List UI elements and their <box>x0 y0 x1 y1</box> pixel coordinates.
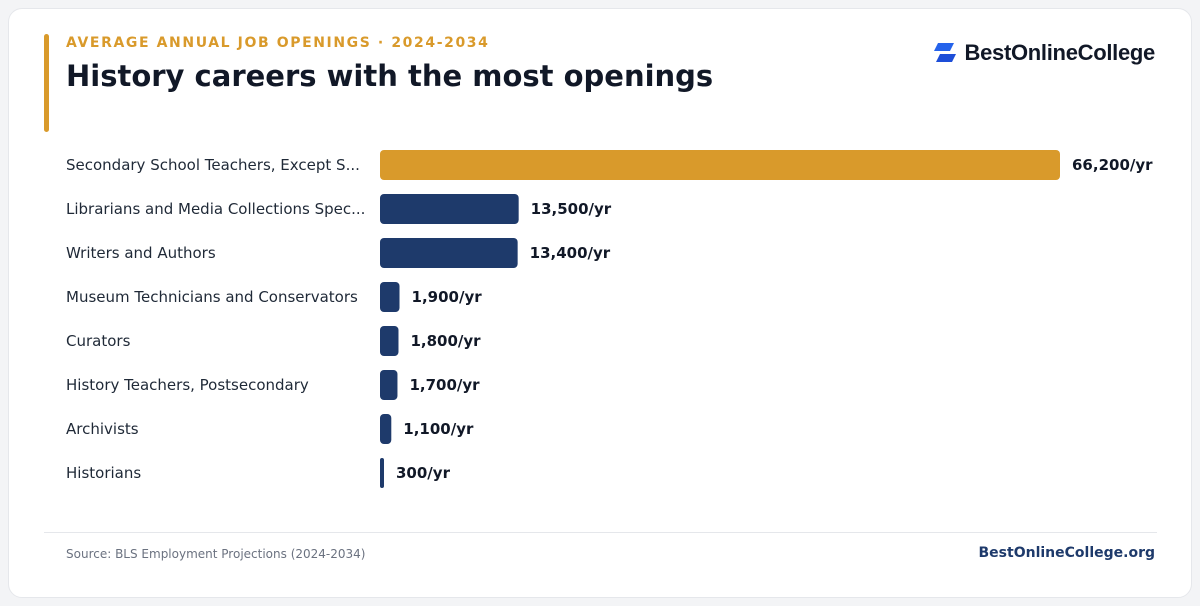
category-label: Museum Technicians and Conservators <box>66 288 358 306</box>
brand-logo-text: BestOnlineCollege <box>964 40 1156 65</box>
category-label: Curators <box>66 332 131 350</box>
value-label: 13,500/yr <box>531 200 612 218</box>
source-note: Source: BLS Employment Projections (2024… <box>66 547 366 561</box>
category-label: Writers and Authors <box>66 244 216 262</box>
value-label: 13,400/yr <box>530 244 611 262</box>
value-label: 66,200/yr <box>1072 156 1153 174</box>
bar[interactable] <box>380 150 1060 180</box>
category-label: History Teachers, Postsecondary <box>66 376 309 394</box>
category-label: Historians <box>66 464 141 482</box>
bar[interactable] <box>380 326 399 356</box>
chart-card: AVERAGE ANNUAL JOB OPENINGS · 2024-2034 … <box>8 8 1192 598</box>
bar[interactable] <box>380 238 518 268</box>
value-label: 1,700/yr <box>409 376 480 394</box>
bar[interactable] <box>380 282 400 312</box>
site-link[interactable]: BestOnlineCollege.org <box>978 545 1155 561</box>
bar[interactable] <box>380 370 398 400</box>
value-label: 1,900/yr <box>412 288 483 306</box>
category-label: Librarians and Media Collections Spec... <box>66 200 365 218</box>
brand-logo[interactable]: BestOnlineCollege <box>932 40 1156 66</box>
bar[interactable] <box>380 458 384 488</box>
chart-title: History careers with the most openings <box>66 59 714 93</box>
category-label: Secondary School Teachers, Except S... <box>66 156 360 174</box>
accent-bar <box>44 34 49 132</box>
value-label: 1,100/yr <box>403 420 474 438</box>
footer-divider <box>44 532 1157 533</box>
bar[interactable] <box>380 194 519 224</box>
value-label: 300/yr <box>396 464 451 482</box>
category-label: Archivists <box>66 420 139 438</box>
bestonlinecollege-logo-icon <box>933 43 956 62</box>
chart-eyebrow: AVERAGE ANNUAL JOB OPENINGS · 2024-2034 <box>66 35 490 51</box>
value-label: 1,800/yr <box>410 332 481 350</box>
bar[interactable] <box>380 414 392 444</box>
